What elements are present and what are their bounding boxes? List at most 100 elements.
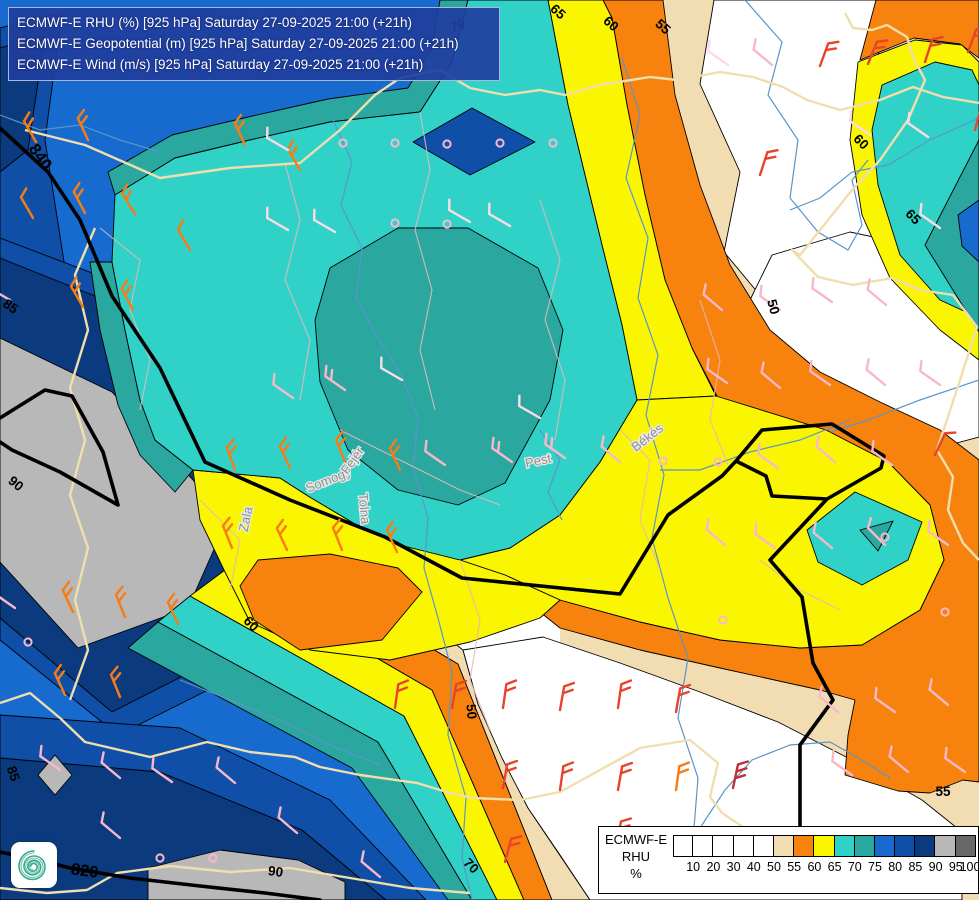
rh-region (412, 107, 536, 176)
calm-wind-icon (713, 457, 723, 467)
rh-region (957, 199, 979, 263)
wind-barb-icon (278, 436, 292, 470)
wind-barb-icon (286, 139, 302, 172)
wind-barb-icon (324, 364, 347, 392)
legend-swatch (814, 835, 835, 857)
legend-swatch (753, 835, 774, 857)
wind-barb-icon (754, 522, 777, 550)
legend-tick-label: 90 (928, 860, 943, 874)
wind-barb-icon (166, 592, 180, 626)
legend-swatch (874, 835, 896, 857)
legend-tick-label: 40 (746, 860, 761, 874)
legend-swatch (935, 835, 956, 857)
wind-barb-icon (757, 442, 780, 470)
rh-contour-label: 90 (267, 863, 284, 880)
calm-wind-icon (658, 456, 668, 466)
county-border-line (459, 559, 491, 731)
river-line (179, 679, 381, 766)
wind-barb-icon (121, 183, 137, 216)
county-border-line (284, 162, 311, 401)
wind-barb-icon (616, 679, 633, 710)
wind-barb-icon (61, 580, 75, 614)
calm-wind-icon (880, 532, 890, 542)
wind-barb-icon (706, 357, 729, 385)
wind-barb-icon (488, 202, 512, 228)
wind-barb-icon (120, 278, 135, 312)
wind-barb-icon (866, 516, 887, 547)
wind-barb-icon (818, 40, 840, 68)
county-border-line (99, 227, 151, 411)
wind-barb-icon (558, 761, 575, 792)
legend-tick-label: 50 (767, 860, 781, 874)
wind-barb-icon (266, 206, 290, 232)
country-border-line (0, 864, 471, 895)
geopotential-line (0, 126, 886, 832)
wind-barb-icon (22, 111, 38, 144)
rh-region (859, 0, 979, 61)
geopotential-contour-label: 820 (70, 860, 100, 882)
title-wind: ECMWF-E Wind (m/s) [925 hPa] Saturday 27… (17, 57, 424, 72)
calm-wind-icon (155, 853, 165, 863)
legend-parameter: RHU (621, 849, 651, 864)
rh-region (314, 227, 564, 506)
map-title-box: ECMWF-E RHU (%) [925 hPa] Saturday 27-09… (8, 7, 500, 81)
wind-barb-icon (759, 284, 782, 312)
calm-wind-icon (208, 853, 218, 863)
wind-barb-icon (501, 759, 519, 790)
rh-region (239, 553, 423, 651)
color-legend: ECMWF-E RHU % 10 20 30 40 50 55 60 65 70 75 80 85 90… (598, 826, 979, 894)
wind-barb-icon (871, 439, 894, 467)
legend-tick-label: 100 (959, 860, 979, 874)
wind-barb-icon (731, 760, 750, 790)
county-borders-layer (99, 111, 841, 731)
legend-tick-label: 70 (847, 860, 862, 874)
wind-barb-icon (0, 582, 17, 610)
wind-barb-icon (600, 435, 622, 464)
rh-contour-label: 50 (463, 703, 479, 719)
country-border-line (24, 68, 979, 180)
river-line (699, 741, 891, 829)
rh-region (924, 139, 979, 333)
legend-swatch (955, 835, 976, 857)
legend-tick-label: 60 (807, 860, 822, 874)
provider-logo (11, 842, 57, 888)
wind-barb-icon (277, 806, 299, 835)
wind-barb-icon (944, 746, 967, 774)
country-border-line (0, 691, 744, 828)
rh-region (147, 849, 346, 900)
wind-barb-icon (752, 38, 774, 67)
wind-barb-icon (809, 359, 832, 387)
legend-tick-label: 10 (686, 860, 701, 874)
wind-barb-icon (331, 518, 344, 552)
wind-barb-icon (907, 111, 930, 139)
spiral-logo-icon (18, 850, 46, 881)
wind-barb-icon (69, 276, 85, 309)
wind-barb-icon (919, 202, 942, 230)
wind-barb-icon (424, 439, 447, 467)
calm-wind-icon (718, 615, 728, 625)
wind-barb-icon (501, 679, 518, 710)
title-rhu: ECMWF-E RHU (%) [925 hPa] Saturday 27-09… (17, 15, 413, 30)
wind-barb-icon (674, 761, 691, 792)
rh-contour-label: 55 (935, 784, 951, 799)
geopotential-line (0, 388, 120, 507)
county-border-line (414, 111, 436, 411)
wind-barb-icon (811, 276, 834, 304)
legend-swatch (733, 835, 754, 857)
wind-barb-icon (76, 108, 90, 142)
wind-barb-icon (151, 756, 174, 784)
calm-wind-icon (442, 139, 452, 149)
wind-barb-icon (100, 811, 122, 840)
county-border-line (339, 429, 501, 506)
wind-barb-icon (334, 430, 347, 464)
wind-barb-icon (272, 372, 295, 400)
river-line (539, 429, 563, 521)
wind-barb-icon (812, 521, 834, 550)
legend-model: ECMWF-E (604, 832, 668, 847)
legend-tick-label: 55 (787, 860, 802, 874)
wind-barb-icon (100, 751, 122, 780)
wind-barb-icon (888, 745, 910, 774)
wind-barb-icon (831, 749, 854, 777)
wind-barb-icon (866, 278, 888, 307)
